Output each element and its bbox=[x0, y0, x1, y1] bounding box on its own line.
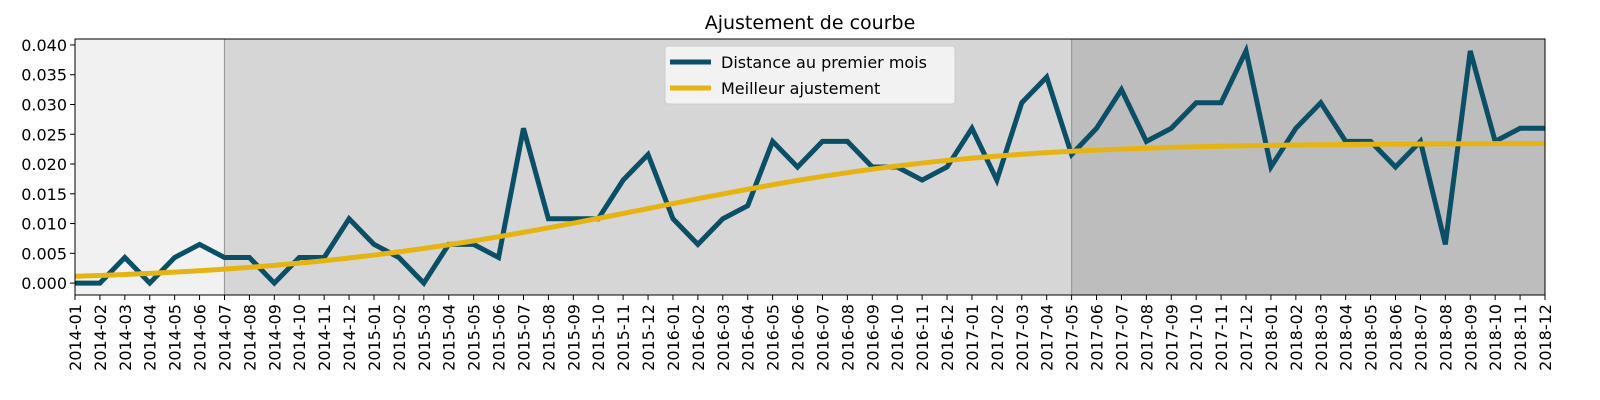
x-tick-label: 2014-05 bbox=[166, 304, 185, 371]
shaded-region-1 bbox=[75, 39, 225, 295]
x-tick-label: 2017-12 bbox=[1237, 304, 1256, 371]
x-tick-label: 2016-08 bbox=[838, 304, 857, 371]
x-tick-label: 2018-12 bbox=[1536, 304, 1555, 371]
y-tick-label: 0.020 bbox=[21, 155, 67, 174]
x-tick-label: 2016-01 bbox=[664, 304, 683, 371]
x-tick-label: 2018-03 bbox=[1312, 304, 1331, 371]
x-tick-label: 2017-10 bbox=[1187, 304, 1206, 371]
x-tick-label: 2015-12 bbox=[639, 304, 658, 371]
x-tick-label: 2018-01 bbox=[1262, 304, 1281, 371]
x-tick-label: 2018-10 bbox=[1486, 304, 1505, 371]
legend-label-fit: Meilleur ajustement bbox=[721, 79, 880, 98]
x-tick-label: 2016-03 bbox=[714, 304, 733, 371]
x-tick-label: 2014-03 bbox=[116, 304, 135, 371]
shaded-region-3 bbox=[1071, 39, 1545, 295]
x-tick-label: 2018-07 bbox=[1411, 304, 1430, 371]
series-line-distance bbox=[75, 43, 1545, 288]
x-tick-label: 2014-01 bbox=[66, 304, 85, 371]
x-tick-label: 2014-02 bbox=[91, 304, 110, 371]
x-tick-label: 2018-11 bbox=[1511, 304, 1530, 371]
x-tick-label: 2017-06 bbox=[1088, 304, 1107, 371]
x-tick-label: 2017-03 bbox=[1013, 304, 1032, 371]
x-tick-label: 2018-09 bbox=[1461, 304, 1480, 371]
x-tick-label: 2015-06 bbox=[490, 304, 509, 371]
x-tick-label: 2018-08 bbox=[1436, 304, 1455, 371]
y-tick-label: 0.040 bbox=[21, 36, 67, 55]
y-tick-label: 0.025 bbox=[21, 125, 67, 144]
x-tick-label: 2015-04 bbox=[440, 304, 459, 371]
x-axis: 2014-01 2014-02 2014-03 2014-04 2014-05 2014-… bbox=[66, 295, 1555, 371]
legend-label-distance: Distance au premier mois bbox=[721, 53, 927, 72]
x-tick-label: 2014-11 bbox=[315, 304, 334, 371]
x-tick-label: 2014-04 bbox=[141, 304, 160, 371]
y-tick-label: 0.000 bbox=[21, 274, 67, 293]
x-tick-label: 2015-11 bbox=[614, 304, 633, 371]
legend: Distance au premier mois Meilleur ajuste… bbox=[664, 45, 956, 105]
x-tick-label: 2015-03 bbox=[415, 304, 434, 371]
x-tick-label: 2014-12 bbox=[340, 304, 359, 371]
x-tick-label: 2015-08 bbox=[539, 304, 558, 371]
x-tick-label: 2015-09 bbox=[564, 304, 583, 371]
y-axis: 0.000 0.005 0.010 0.015 0.020 0.025 0.030 0.035… bbox=[21, 36, 75, 293]
x-tick-label: 2017-05 bbox=[1063, 304, 1082, 371]
y-tick-label: 0.005 bbox=[21, 244, 67, 263]
series-line-fit bbox=[75, 141, 1545, 279]
x-tick-label: 2018-04 bbox=[1337, 304, 1356, 371]
x-tick-label: 2017-11 bbox=[1212, 304, 1231, 371]
x-tick-label: 2014-09 bbox=[265, 304, 284, 371]
chart-title: Ajustement de courbe bbox=[705, 12, 916, 34]
x-tick-label: 2016-12 bbox=[938, 304, 957, 371]
x-tick-label: 2016-07 bbox=[813, 304, 832, 371]
x-tick-label: 2016-11 bbox=[913, 304, 932, 371]
x-tick-label: 2017-04 bbox=[1038, 304, 1057, 371]
x-tick-label: 2016-10 bbox=[888, 304, 907, 371]
x-tick-label: 2017-09 bbox=[1162, 304, 1181, 371]
x-tick-label: 2016-06 bbox=[789, 304, 808, 371]
x-tick-label: 2017-08 bbox=[1137, 304, 1156, 371]
x-tick-label: 2014-08 bbox=[240, 304, 259, 371]
x-tick-label: 2017-01 bbox=[963, 304, 982, 371]
x-tick-label: 2015-02 bbox=[390, 304, 409, 371]
y-tick-label: 0.035 bbox=[21, 66, 67, 85]
y-tick-label: 0.010 bbox=[21, 215, 67, 234]
series-lines bbox=[75, 43, 1545, 288]
x-tick-label: 2015-07 bbox=[514, 304, 533, 371]
x-tick-label: 2016-09 bbox=[863, 304, 882, 371]
x-tick-label: 2018-06 bbox=[1387, 304, 1406, 371]
x-tick-label: 2015-01 bbox=[365, 304, 384, 371]
x-tick-label: 2017-02 bbox=[988, 304, 1007, 371]
y-tick-label: 0.030 bbox=[21, 95, 67, 114]
x-tick-label: 2016-04 bbox=[739, 304, 758, 371]
x-tick-label: 2014-07 bbox=[215, 304, 234, 371]
x-tick-label: 2018-02 bbox=[1287, 304, 1306, 371]
plot-frame bbox=[74, 38, 1546, 296]
x-tick-label: 2016-02 bbox=[689, 304, 708, 371]
y-tick-label: 0.015 bbox=[21, 185, 67, 204]
x-tick-label: 2018-05 bbox=[1362, 304, 1381, 371]
x-tick-label: 2017-07 bbox=[1112, 304, 1131, 371]
legend-box bbox=[664, 45, 956, 105]
x-tick-label: 2014-10 bbox=[290, 304, 309, 371]
x-tick-label: 2015-10 bbox=[589, 304, 608, 371]
x-tick-label: 2015-05 bbox=[465, 304, 484, 371]
x-tick-label: 2014-06 bbox=[191, 304, 210, 371]
x-tick-label: 2016-05 bbox=[764, 304, 783, 371]
